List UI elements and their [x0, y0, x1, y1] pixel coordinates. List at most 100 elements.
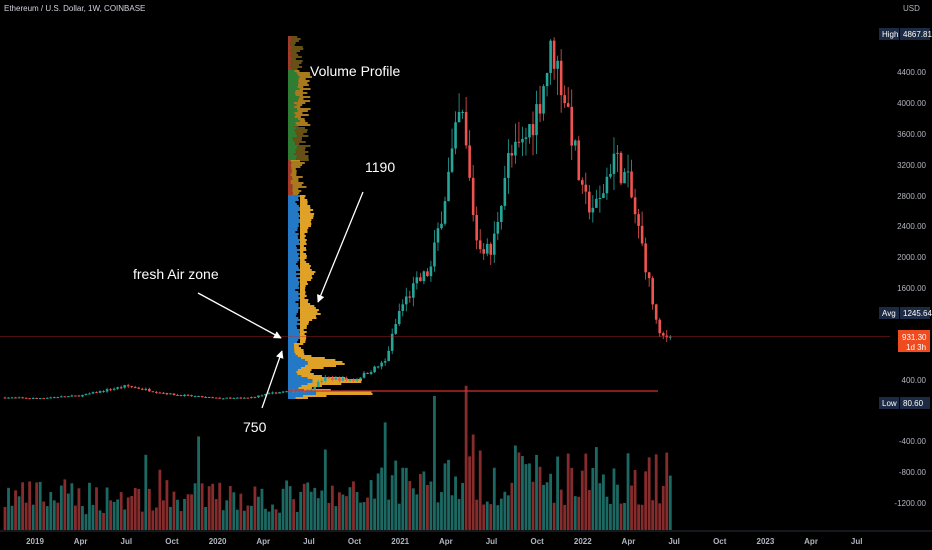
profile-bin [288, 315, 296, 317]
profile-bin [295, 90, 303, 92]
y-tick-label: 2000.00 [897, 253, 926, 262]
profile-bin [300, 333, 305, 335]
tag-high: High 4867.81 [879, 28, 932, 40]
profile-bin [288, 287, 300, 289]
candle [440, 223, 443, 229]
profile-bin [288, 36, 291, 38]
profile-bin [288, 363, 308, 365]
volume-bar [235, 509, 239, 530]
profile-bin [300, 261, 307, 263]
profile-bin [288, 143, 296, 145]
candle [637, 214, 640, 226]
profile-bin [291, 40, 299, 42]
profile-bin [300, 327, 307, 329]
profile-bin [300, 317, 317, 319]
volume-bar [492, 467, 496, 530]
profile-bin [288, 60, 291, 62]
profile-bin [288, 267, 299, 269]
candle [383, 361, 387, 363]
profile-bin [288, 269, 301, 271]
profile-bin [300, 225, 311, 227]
profile-bin [295, 94, 303, 96]
candle [412, 283, 415, 298]
profile-bin [300, 321, 309, 323]
profile-bin [288, 375, 302, 377]
candle [355, 379, 359, 381]
volume-bar [176, 499, 179, 530]
candle [549, 40, 552, 73]
candle [419, 277, 422, 282]
profile-bin [300, 201, 308, 203]
profile-bin [288, 335, 302, 337]
volume-bar [49, 492, 53, 530]
volume-bar [654, 454, 658, 530]
candle [81, 394, 84, 397]
profile-bin [290, 36, 298, 38]
profile-bin [288, 84, 298, 86]
volume-bar [95, 487, 98, 530]
profile-bin [291, 62, 302, 64]
profile-bin [300, 255, 307, 257]
volume-bar [394, 460, 398, 530]
profile-bin [288, 153, 295, 155]
profile-bin [288, 283, 300, 285]
profile-bin [297, 86, 304, 88]
x-tick-label: Oct [348, 537, 362, 546]
profile-bin [288, 279, 299, 281]
profile-bin [300, 273, 315, 275]
profile-bin [288, 273, 302, 275]
volume-bar [658, 503, 662, 530]
candle [179, 394, 183, 396]
profile-bin [300, 305, 315, 307]
candle [204, 396, 207, 398]
profile-bin [294, 102, 306, 104]
volume-bar [538, 466, 542, 530]
profile-bin [288, 64, 291, 66]
profile-bin [288, 237, 298, 239]
profile-bin [297, 74, 311, 76]
volume-bar [250, 505, 253, 530]
volume-bar [88, 482, 91, 530]
profile-bin [288, 373, 298, 375]
profile-bin [307, 383, 342, 385]
candle [387, 350, 390, 362]
profile-bin [300, 243, 307, 245]
candle [661, 333, 665, 336]
profile-bin [288, 54, 291, 56]
candle [595, 198, 598, 208]
profile-bin [304, 365, 337, 367]
candlesticks [3, 37, 672, 400]
tag-label-box [879, 28, 899, 40]
volume-bar [644, 471, 648, 530]
volume-bar [52, 500, 56, 530]
profile-bin [300, 213, 315, 215]
profile-bin [288, 271, 296, 273]
candle [102, 391, 105, 393]
x-tick-label: 2020 [209, 537, 227, 546]
candle [221, 398, 225, 400]
profile-bin [298, 82, 308, 84]
volume-bar [334, 506, 338, 530]
volume-bar [130, 495, 134, 530]
volume-bar [119, 492, 123, 530]
profile-bin [312, 381, 362, 383]
volume-bar [359, 502, 362, 530]
volume-bar [144, 454, 148, 530]
candle [580, 180, 584, 185]
profile-bin [300, 285, 306, 287]
candle [98, 391, 102, 393]
profile-bin [300, 259, 305, 261]
candle [130, 386, 134, 388]
profile-bin [291, 166, 301, 168]
candle [112, 388, 116, 390]
volume-bar [292, 499, 296, 530]
volume-bar [594, 447, 598, 530]
candle [109, 389, 112, 391]
profile-bin [288, 125, 295, 127]
volume-bar [257, 496, 260, 530]
profile-bin [288, 44, 291, 46]
profile-bin [288, 343, 295, 345]
profile-bin [288, 164, 291, 166]
